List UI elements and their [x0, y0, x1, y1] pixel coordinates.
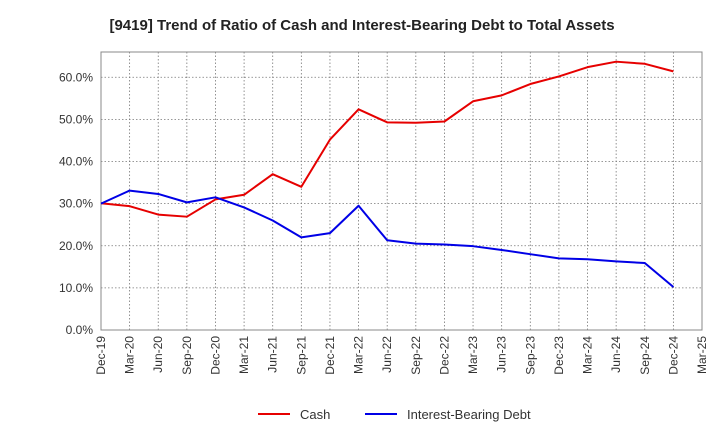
x-tick-label: Sep-24: [638, 336, 652, 375]
x-tick-label: Mar-20: [123, 336, 137, 374]
x-tick-label: Dec-22: [437, 336, 451, 375]
x-tick-label: Dec-24: [666, 336, 680, 375]
x-tick-label: Mar-22: [352, 336, 366, 374]
x-tick-label: Sep-23: [523, 336, 537, 375]
x-tick-label: Dec-23: [552, 336, 566, 375]
x-tick-label: Sep-22: [409, 336, 423, 375]
x-tick-label: Mar-23: [466, 336, 480, 374]
y-tick-label: 0.0%: [66, 323, 94, 337]
legend: Cash Interest-Bearing Debt: [258, 407, 531, 422]
legend-label: Interest-Bearing Debt: [407, 407, 531, 422]
x-tick-label: Jun-22: [380, 336, 394, 373]
x-tick-label: Jun-20: [151, 336, 165, 373]
x-tick-label: Mar-25: [695, 336, 709, 374]
y-tick-label: 30.0%: [59, 197, 93, 211]
axes: 0.0% 10.0% 20.0% 30.0% 40.0% 50.0% 60.0% Dec-19…: [59, 51, 709, 375]
x-tick-label: Sep-21: [294, 336, 308, 375]
x-tick-label: Dec-20: [208, 336, 222, 375]
series-line-interest-bearing-debt: [100, 189, 675, 288]
y-tick-label: 10.0%: [59, 281, 93, 295]
x-tick-label: Mar-24: [581, 336, 595, 374]
plot-area-border: [100, 51, 703, 331]
series-line-cash: [100, 60, 674, 218]
x-tick-label: Sep-20: [180, 336, 194, 375]
x-tick-label: Jun-24: [609, 336, 623, 373]
x-tick-label: Dec-19: [94, 336, 108, 375]
legend-label: Cash: [300, 407, 330, 422]
x-tick-label: Mar-21: [237, 336, 251, 374]
y-tick-label: 60.0%: [59, 70, 93, 84]
y-tick-label: 40.0%: [59, 155, 93, 169]
series-lines: [100, 60, 675, 288]
y-tick-label: 50.0%: [59, 112, 93, 126]
grid-lines: [101, 52, 702, 330]
chart-title: [9419] Trend of Ratio of Cash and Intere…: [109, 17, 614, 34]
x-tick-label: Jun-23: [495, 336, 509, 373]
x-tick-label: Jun-21: [266, 336, 280, 373]
y-tick-label: 20.0%: [59, 239, 93, 253]
x-tick-label: Dec-21: [323, 336, 337, 375]
